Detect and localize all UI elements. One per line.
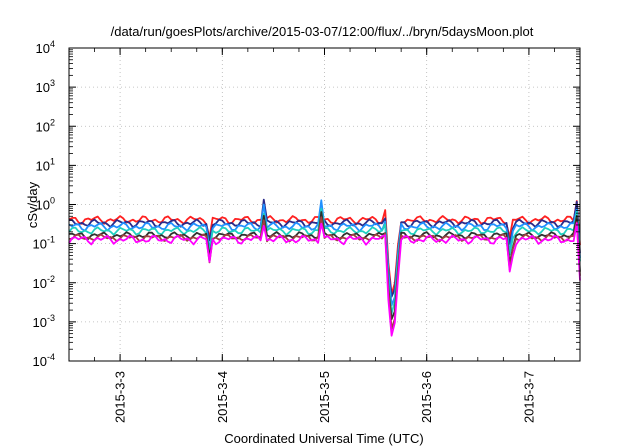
y-tick-label: 103 bbox=[36, 78, 55, 95]
x-tick-label: 2015-3-4 bbox=[215, 371, 230, 423]
y-tick-base: 10 bbox=[36, 80, 50, 95]
x-tick-label: 2015-3-7 bbox=[521, 371, 536, 423]
y-tick-base: 10 bbox=[36, 119, 50, 134]
y-tick-exponent: 4 bbox=[50, 39, 55, 49]
y-tick-label: 10-2 bbox=[33, 274, 55, 291]
y-tick-exponent: 3 bbox=[50, 78, 55, 88]
series-group bbox=[68, 198, 581, 337]
y-tick-base: 10 bbox=[36, 198, 50, 213]
y-tick-label: 10-3 bbox=[33, 313, 55, 330]
chart-title: /data/run/goesPlots/archive/2015-03-07/1… bbox=[111, 24, 534, 39]
series-line bbox=[68, 222, 581, 337]
y-tick-label: 102 bbox=[36, 117, 55, 134]
x-tick-label: 2015-3-5 bbox=[317, 371, 332, 423]
y-tick-exponent: -3 bbox=[47, 313, 55, 323]
y-tick-exponent: 2 bbox=[50, 117, 55, 127]
y-tick-label: 100 bbox=[36, 196, 55, 213]
y-tick-base: 10 bbox=[33, 354, 47, 369]
y-tick-label: 104 bbox=[36, 39, 55, 56]
y-tick-label: 10-4 bbox=[33, 352, 55, 369]
y-tick-label: 101 bbox=[36, 156, 55, 173]
x-axis-label: Coordinated Universal Time (UTC) bbox=[224, 431, 423, 446]
grid-lines bbox=[69, 48, 580, 361]
y-tick-exponent: 0 bbox=[50, 196, 55, 206]
y-tick-base: 10 bbox=[36, 158, 50, 173]
y-tick-base: 10 bbox=[36, 41, 50, 56]
y-tick-label: 10-1 bbox=[33, 235, 55, 252]
y-tick-exponent: 1 bbox=[50, 156, 55, 166]
y-tick-exponent: -1 bbox=[47, 235, 55, 245]
x-axis: 2015-3-3 2015-3-4 2015-3-5 2015-3-6 2015-3-7 bbox=[94, 48, 555, 423]
y-axis-label: cSv/day bbox=[25, 181, 40, 228]
y-tick-base: 10 bbox=[33, 315, 47, 330]
y-tick-base: 10 bbox=[33, 276, 47, 291]
series-line bbox=[68, 211, 581, 321]
y-tick-exponent: -4 bbox=[47, 352, 55, 362]
y-tick-exponent: -2 bbox=[47, 274, 55, 284]
x-tick-label: 2015-3-6 bbox=[419, 371, 434, 423]
x-tick-label: 2015-3-3 bbox=[113, 371, 128, 423]
y-tick-base: 10 bbox=[33, 237, 47, 252]
